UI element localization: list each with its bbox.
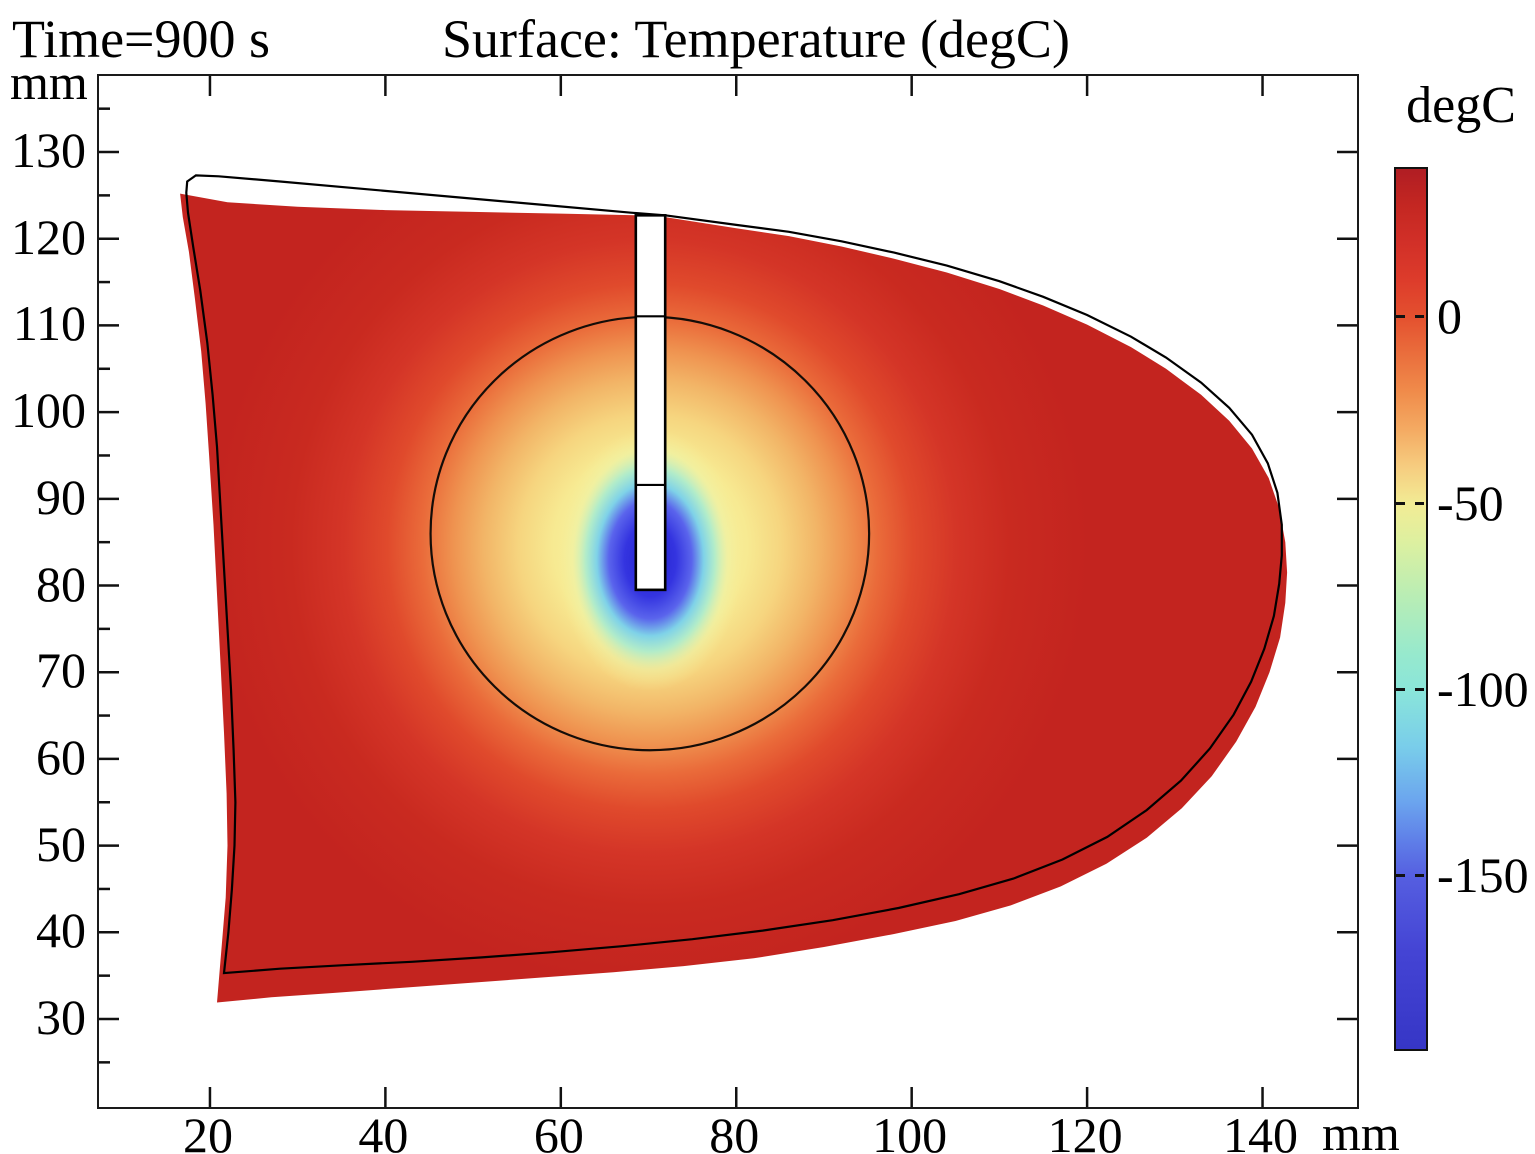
y-axis-unit-label: mm (10, 54, 88, 110)
y-tick-label: 120 (11, 208, 86, 265)
frozen-core-field (180, 193, 1288, 1003)
axis-ticks (99, 76, 1357, 1107)
colorbar-tick-mark (1396, 315, 1405, 319)
x-tick-label: 140 (1223, 1107, 1299, 1154)
cryoprobe (634, 214, 667, 592)
colorbar-tick-mark (1415, 874, 1424, 878)
colorbar (1394, 167, 1428, 1051)
plot-area (97, 74, 1359, 1109)
y-tick-label: 30 (36, 989, 86, 1045)
colorbar-tick-mark (1415, 688, 1424, 692)
y-tick-label: 50 (36, 815, 86, 872)
colorbar-tick-label: -150 (1437, 847, 1529, 904)
original-geometry-outline (185, 174, 1283, 975)
x-tick-label: 20 (182, 1107, 233, 1154)
colorbar-tick-label: -100 (1437, 661, 1529, 718)
x-axis-unit-label: mm (1322, 1105, 1400, 1154)
y-tick-label: 110 (12, 295, 86, 352)
colorbar-tick-mark (1415, 315, 1424, 319)
colorbar-tick-label: -50 (1437, 474, 1504, 531)
x-tick-label: 80 (709, 1107, 760, 1154)
colorbar-tick-mark (1396, 688, 1405, 692)
y-tick-label: 40 (36, 902, 86, 959)
y-tick-label: 80 (36, 555, 86, 612)
y-tick-label: 70 (36, 642, 86, 699)
colorbar-tick-mark (1415, 501, 1424, 505)
colorbar-unit-label: degC (1406, 77, 1516, 134)
colorbar-tick-mark (1396, 501, 1405, 505)
y-tick-label: 130 (11, 122, 86, 179)
temperature-surface-plot (99, 76, 1357, 1107)
plot-title: Surface: Temperature (degC) (442, 9, 1070, 69)
y-tick-label: 60 (36, 728, 86, 785)
y-tick-label: 100 (11, 382, 86, 439)
x-tick-label: 100 (872, 1107, 948, 1154)
x-tick-label: 40 (358, 1107, 409, 1154)
x-tick-label: 120 (1047, 1107, 1123, 1154)
colorbar-tick-mark (1396, 874, 1405, 878)
colorbar-tick-label: 0 (1437, 288, 1462, 345)
y-tick-label: 90 (36, 468, 86, 525)
time-annotation: Time=900 s (12, 9, 271, 69)
x-tick-label: 60 (533, 1107, 584, 1154)
